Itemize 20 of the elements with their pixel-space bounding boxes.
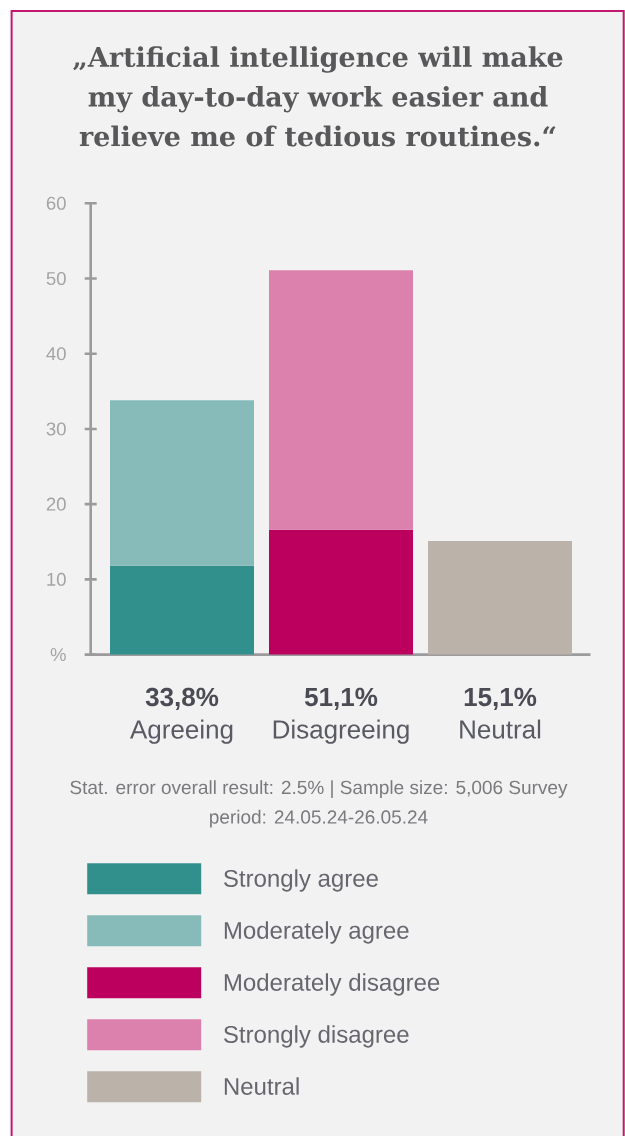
y-tick-label: 10 [47,572,66,586]
legend-label: Strongly agree [223,869,378,892]
y-tick-label: % [50,648,66,662]
x-tick-label: Disagreeing [273,719,409,744]
y-tick-label: 60 [46,196,66,210]
legend-label: Moderately agree [224,921,409,944]
total-label: 15,1% [464,687,537,710]
y-tick-label: 50 [46,271,66,286]
y-tick-label: 20 [46,497,66,511]
y-tick-label: 30 [46,422,66,436]
chart-title: „Artificial intelligence will make my day-to-day work easier and relieve me of tedious routines.“ [73,46,563,147]
legend-label: Strongly disagree [223,1025,409,1048]
legend-label: Neutral [224,1077,299,1095]
text: Stat. error overall result: 2.5% | Sample size: 5,006 Survey period: 24.05.24-26.05.24 [70,780,568,828]
total-label: 33,8% [145,687,219,710]
legend-label: Moderately disagree [224,973,440,996]
x-tick-label: Agreeing [130,719,233,744]
total-label: 51,1% [304,687,378,710]
x-tick-label: Neutral [460,719,541,739]
y-tick-label: 40 [46,347,66,361]
